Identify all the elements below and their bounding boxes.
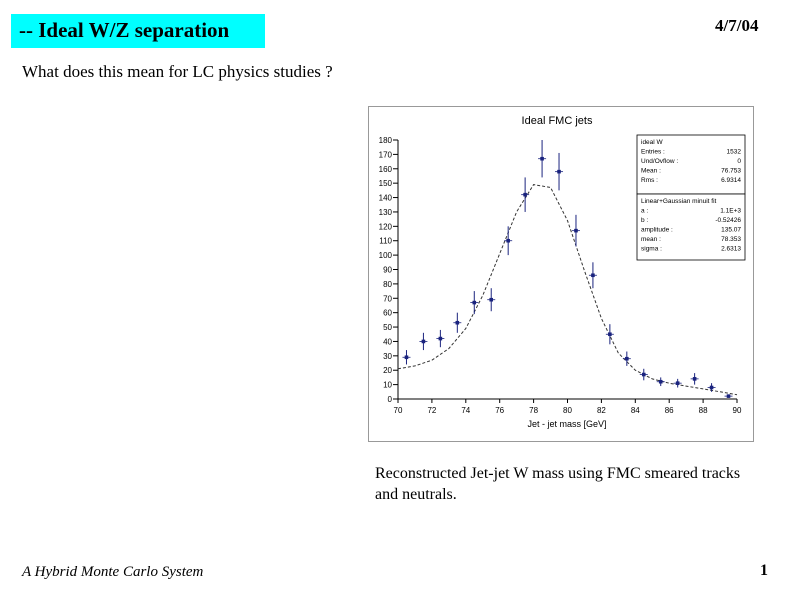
slide-subtitle: What does this mean for LC physics studi… — [22, 62, 333, 81]
y-tick-label: 70 — [383, 294, 392, 303]
y-tick-label: 60 — [383, 309, 392, 318]
stats-label: Rms : — [641, 177, 658, 184]
x-tick-label: 78 — [529, 406, 538, 415]
stats-label: Mean : — [641, 168, 661, 175]
y-tick-label: 150 — [379, 179, 393, 188]
fit-curve — [397, 184, 738, 396]
page-number: 1 — [760, 562, 768, 579]
x-tick-label: 86 — [665, 406, 674, 415]
stats-value: 78.353 — [721, 236, 741, 243]
data-point — [641, 372, 646, 377]
stats-value: -0.52426 — [715, 217, 741, 224]
figure-caption: Reconstructed Jet-jet W mass using FMC s… — [375, 465, 741, 503]
data-point — [658, 379, 663, 384]
stats-label: Linear+Gaussian minuit fit — [641, 198, 717, 205]
data-points-layer — [402, 140, 733, 398]
x-tick-label: 72 — [427, 406, 436, 415]
x-tick-label: 88 — [699, 406, 708, 415]
y-tick-label: 30 — [383, 352, 392, 361]
x-tick-label: 82 — [597, 406, 606, 415]
stats-value: 76.753 — [721, 168, 741, 175]
data-point — [574, 228, 578, 233]
data-point — [625, 356, 629, 361]
stats-box-2 — [636, 193, 746, 261]
stats-label: b : — [641, 217, 648, 224]
data-point — [438, 336, 443, 341]
data-point — [608, 332, 612, 337]
data-point — [709, 385, 714, 390]
stats-label: mean : — [641, 236, 661, 243]
x-tick-label: 90 — [733, 406, 742, 415]
data-point — [523, 192, 527, 197]
stats-value: 135.07 — [721, 227, 741, 234]
stats-value: 0 — [737, 158, 741, 165]
y-tick-label: 110 — [379, 237, 392, 246]
stats-label: a : — [641, 208, 648, 215]
y-tick-label: 100 — [379, 251, 393, 260]
y-tick-label: 0 — [388, 395, 393, 404]
y-tick-label: 20 — [383, 366, 392, 375]
x-tick-label: 74 — [461, 406, 470, 415]
y-tick-label: 40 — [383, 337, 392, 346]
data-point — [726, 394, 731, 398]
y-tick-label: 170 — [379, 150, 393, 159]
y-tick-label: 80 — [383, 280, 392, 289]
x-tick-label: 76 — [495, 406, 504, 415]
data-point — [472, 300, 477, 305]
y-tick-label: 160 — [379, 165, 393, 174]
title-highlight — [11, 14, 265, 48]
data-point — [489, 297, 494, 302]
x-tick-label: 70 — [394, 406, 403, 415]
slide-title: -- Ideal W/Z separation — [19, 18, 230, 42]
stats-label: Entries : — [641, 149, 665, 156]
data-point — [404, 355, 409, 360]
y-tick-label: 140 — [379, 194, 393, 203]
y-tick-label: 130 — [379, 208, 393, 217]
stats-label: amplitude : — [641, 227, 673, 234]
histogram-figure: Ideal FMC jets 0 10 20 30 40 50 60 70 80 90 100 110… — [368, 106, 754, 442]
x-tick-group: 70 72 74 76 78 80 82 84 86 88 90 — [394, 399, 742, 415]
data-point — [506, 238, 510, 243]
y-tick-label: 50 — [383, 323, 392, 332]
x-tick-label: 84 — [631, 406, 640, 415]
x-tick-label: 80 — [563, 406, 572, 415]
stats-box-1 — [636, 134, 746, 195]
stats-label: ideal W — [641, 139, 664, 146]
y-tick-label: 180 — [379, 136, 393, 145]
slide-date: 4/7/04 — [715, 16, 759, 35]
y-tick-label: 90 — [383, 266, 392, 275]
data-point — [675, 381, 680, 385]
stats-label: Und/Ovflow : — [641, 158, 678, 165]
stats-box-1-lines: ideal W Entries : 1532 Und/Ovflow : 0 Mean : 7… — [641, 139, 741, 184]
stats-value: 1532 — [727, 149, 742, 156]
data-point — [692, 377, 697, 381]
chart-title: Ideal FMC jets — [522, 115, 593, 127]
histogram-chart: Ideal FMC jets 0 10 20 30 40 50 60 70 80 90 100 110… — [379, 115, 746, 429]
y-tick-label: 120 — [379, 222, 393, 231]
data-point — [591, 273, 595, 278]
footer-text: A Hybrid Monte Carlo System — [22, 564, 204, 580]
stats-label: sigma : — [641, 246, 662, 253]
stats-value: 1.1E+3 — [720, 208, 741, 215]
stats-box-2-lines: Linear+Gaussian minuit fit a : 1.1E+3 b : -0… — [641, 198, 741, 253]
x-axis-label: Jet - jet mass [GeV] — [527, 419, 606, 429]
fit-curve-layer — [397, 184, 738, 396]
y-tick-label: 10 — [383, 381, 392, 390]
data-point — [421, 339, 426, 344]
data-point — [455, 320, 460, 325]
stats-value: 6.9314 — [721, 177, 741, 184]
stats-value: 2.6313 — [721, 246, 741, 253]
data-point — [557, 169, 561, 174]
data-point — [540, 156, 544, 161]
y-tick-group: 0 10 20 30 40 50 60 70 80 90 100 110 120 130 140 150 160… — [379, 136, 398, 404]
